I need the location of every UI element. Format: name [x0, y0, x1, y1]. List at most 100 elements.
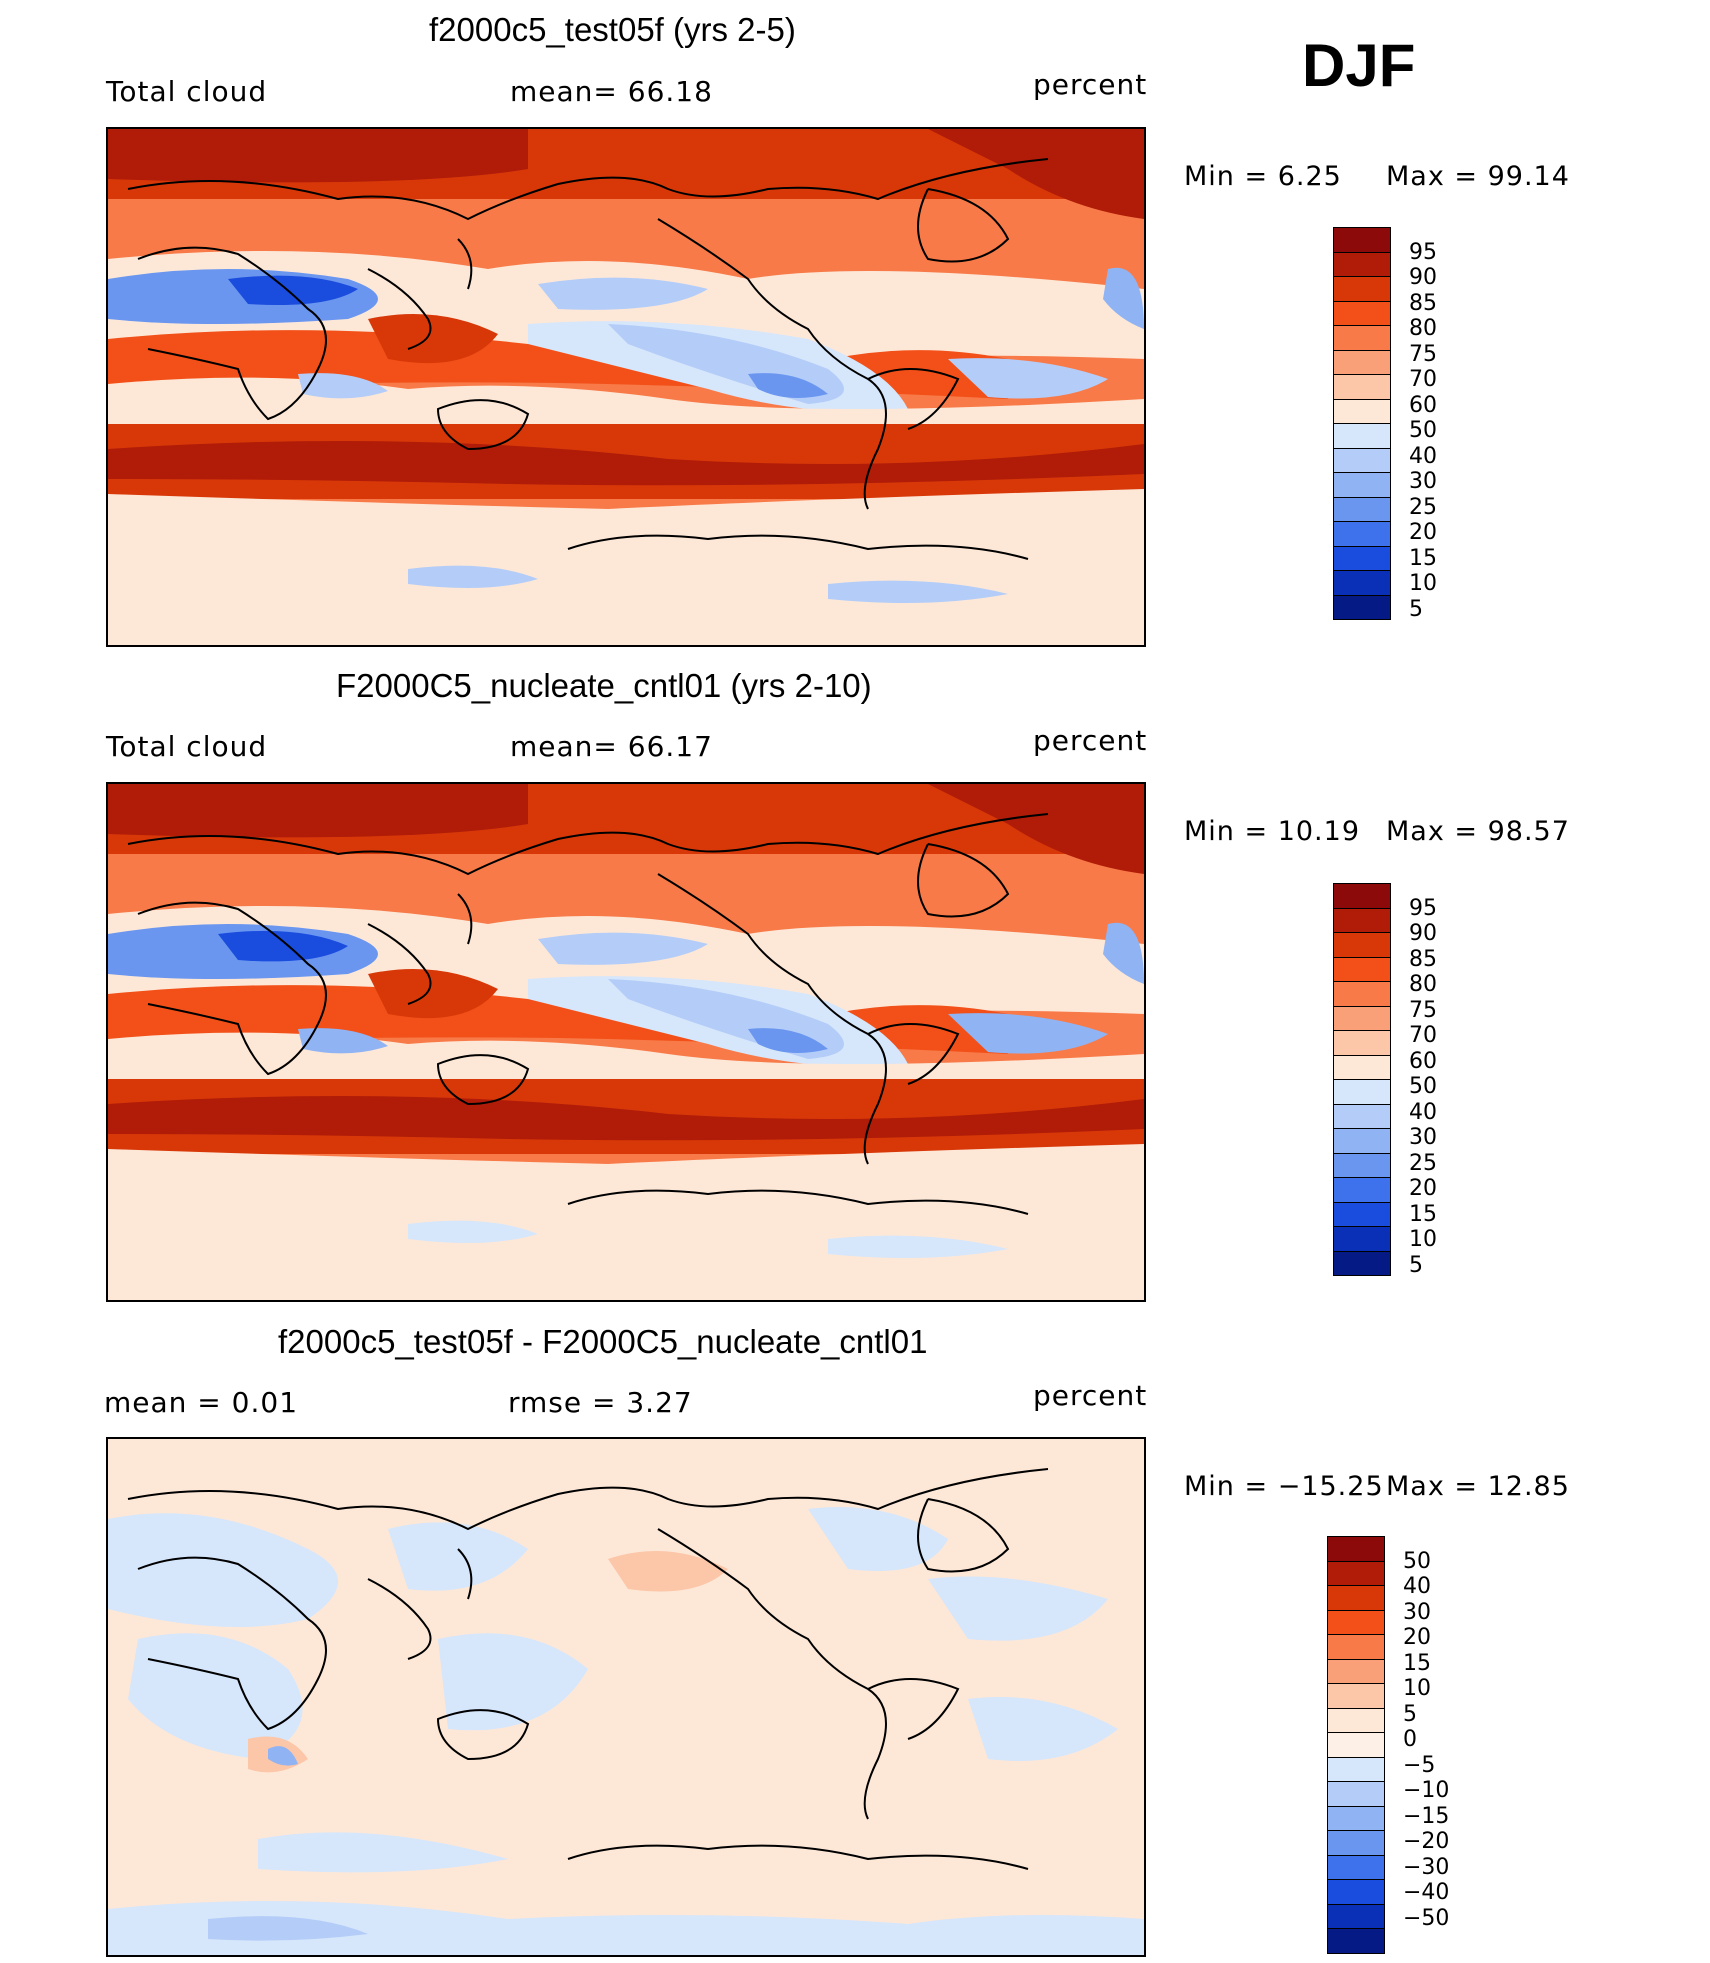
legend-swatch	[1333, 349, 1391, 375]
legend-swatch	[1333, 1177, 1391, 1203]
legend-label: 10	[1403, 1676, 1431, 1701]
legend-label: 60	[1409, 1048, 1437, 1074]
legend-swatch	[1333, 1226, 1391, 1252]
legend-label: −50	[1403, 1905, 1450, 1931]
panel-3-mean-label: mean = 0.01	[104, 1386, 299, 1419]
legend-label: 30	[1409, 1125, 1437, 1150]
legend-label: 50	[1403, 1548, 1431, 1574]
legend-swatch	[1333, 1030, 1391, 1056]
panel-1-max-label: Max = 99.14	[1386, 161, 1570, 192]
legend-swatch	[1327, 1683, 1385, 1709]
legend-swatch	[1327, 1732, 1385, 1758]
panel-3-legend: 50 40 30 20 15 10 5 0 −5 −10 −15 −20 −30 −40 −50	[1327, 1536, 1449, 1954]
legend-label: 0	[1403, 1727, 1417, 1752]
panel-3-map	[106, 1437, 1146, 1957]
legend-label: 5	[1409, 1252, 1423, 1278]
legend-label: 15	[1403, 1650, 1431, 1676]
legend-swatch	[1333, 227, 1391, 253]
legend-label: 5	[1409, 596, 1423, 622]
panel-2-max-label: Max = 98.57	[1386, 816, 1570, 847]
legend-swatch	[1333, 932, 1391, 958]
legend-label: 20	[1403, 1625, 1431, 1650]
panel-1-map	[106, 127, 1146, 647]
legend-label: 80	[1409, 316, 1437, 341]
legend-label: 70	[1409, 367, 1437, 392]
legend-swatch	[1333, 423, 1391, 449]
legend-label: −30	[1403, 1854, 1450, 1880]
legend-label: 20	[1409, 520, 1437, 545]
legend-label: 50	[1409, 1074, 1437, 1099]
panel-3-title: f2000c5_test05f - F2000C5_nucleate_cntl0…	[278, 1323, 928, 1360]
legend-swatch	[1333, 1250, 1391, 1276]
legend-label: −40	[1403, 1880, 1450, 1905]
legend-label: 75	[1409, 341, 1437, 367]
legend-label: 10	[1409, 1227, 1437, 1252]
panel-1-units-label: percent	[1033, 68, 1148, 101]
panel-2-variable-label: Total cloud	[106, 730, 268, 763]
legend-label: 5	[1403, 1701, 1417, 1727]
legend-label: 60	[1409, 392, 1437, 418]
panel-2-legend: 95 90 85 80 75 70 60 50 40 30 25 20 15 10 5	[1333, 883, 1437, 1276]
legend-swatch	[1333, 981, 1391, 1007]
panel-2-title: F2000C5_nucleate_cntl01 (yrs 2-10)	[336, 667, 872, 704]
legend-swatch	[1327, 1536, 1385, 1562]
legend-label: −15	[1403, 1803, 1450, 1829]
legend-swatch	[1333, 570, 1391, 596]
panel-2-map	[106, 782, 1146, 1302]
legend-label: 50	[1409, 418, 1437, 443]
legend-label: 85	[1409, 946, 1437, 972]
legend-swatch	[1333, 1054, 1391, 1080]
legend-label: 15	[1409, 545, 1437, 571]
legend-swatch	[1333, 472, 1391, 498]
panel-2-units-label: percent	[1033, 724, 1148, 757]
legend-swatch	[1333, 496, 1391, 522]
season-label: DJF	[1302, 32, 1416, 99]
legend-swatch	[1327, 1658, 1385, 1684]
legend-swatch	[1333, 883, 1391, 909]
panel-1-min-label: Min = 6.25	[1184, 161, 1342, 192]
legend-swatch	[1327, 1634, 1385, 1660]
legend-swatch	[1327, 1560, 1385, 1586]
legend-label: 85	[1409, 290, 1437, 316]
legend-label: 30	[1409, 469, 1437, 494]
legend-swatch	[1333, 276, 1391, 302]
legend-label: 30	[1403, 1599, 1431, 1625]
legend-label: 40	[1409, 443, 1437, 469]
legend-label: 95	[1409, 239, 1437, 265]
legend-swatch	[1327, 1781, 1385, 1807]
legend-swatch	[1333, 1128, 1391, 1154]
panel-1-variable-label: Total cloud	[106, 75, 268, 108]
legend-swatch	[1327, 1756, 1385, 1782]
panel-3-min-label: Min = −15.25	[1184, 1471, 1384, 1502]
legend-swatch	[1333, 594, 1391, 620]
legend-label: 25	[1409, 494, 1437, 520]
legend-swatch	[1333, 907, 1391, 933]
legend-label: −20	[1403, 1829, 1450, 1854]
panel-1-title: f2000c5_test05f (yrs 2-5)	[429, 11, 796, 48]
panel-3-rmse-label: rmse = 3.27	[508, 1386, 693, 1419]
legend-swatch	[1333, 521, 1391, 547]
panel-1-legend: 95 90 85 80 75 70 60 50 40 30 25 20 15 10 5	[1333, 227, 1437, 620]
panel-3-units-label: percent	[1033, 1379, 1148, 1412]
legend-label: 75	[1409, 997, 1437, 1023]
panel-2-mean-label: mean= 66.17	[510, 730, 713, 763]
legend-label: 20	[1409, 1176, 1437, 1201]
legend-swatch	[1327, 1903, 1385, 1929]
legend-swatch	[1327, 1879, 1385, 1905]
legend-swatch	[1333, 1152, 1391, 1178]
legend-swatch	[1333, 398, 1391, 424]
legend-swatch	[1333, 956, 1391, 982]
legend-swatch	[1327, 1830, 1385, 1856]
legend-label: 70	[1409, 1023, 1437, 1048]
legend-label: −5	[1403, 1752, 1436, 1778]
legend-label: −10	[1403, 1778, 1450, 1803]
legend-swatch	[1333, 447, 1391, 473]
legend-label: 95	[1409, 895, 1437, 921]
legend-label: 80	[1409, 972, 1437, 997]
panel-3-max-label: Max = 12.85	[1386, 1471, 1570, 1502]
legend-swatch	[1327, 1805, 1385, 1831]
legend-swatch	[1333, 1103, 1391, 1129]
panel-2-min-label: Min = 10.19	[1184, 816, 1360, 847]
legend-label: 40	[1403, 1574, 1431, 1599]
legend-label: 10	[1409, 571, 1437, 596]
